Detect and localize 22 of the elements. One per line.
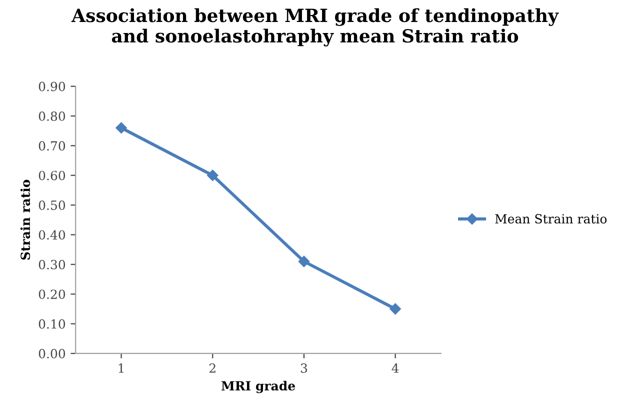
x-axis-title: MRI grade	[222, 380, 296, 394]
legend-label: Mean Strain ratio	[495, 214, 607, 224]
y-tick-label: 0.00	[38, 348, 66, 358]
y-tick-label: 0.10	[38, 319, 66, 329]
y-tick-label: 0.20	[38, 290, 66, 300]
y-tick-label: 0.70	[38, 141, 66, 151]
y-tick-label: 0.30	[38, 260, 66, 270]
y-tick-label: 0.90	[38, 82, 66, 92]
point	[298, 256, 310, 268]
point	[390, 303, 401, 315]
x-tick-label: 3	[300, 363, 308, 373]
point	[207, 170, 218, 181]
point	[116, 122, 127, 134]
x-tick-label: 4	[392, 363, 399, 373]
y-tick-label: 0.80	[38, 111, 66, 121]
chart-title: Association between MRI grade of tendinopathy and sonoelastohraphy mean Strain ratio	[71, 8, 559, 46]
y-tick-label: 0.60	[38, 170, 66, 180]
y-tick-label: 0.50	[38, 200, 66, 210]
x-tick-label: 2	[209, 363, 216, 373]
x-tick-label: 1	[118, 363, 124, 373]
y-axis-title: Strain ratio	[20, 180, 30, 260]
y-tick-label: 0.40	[38, 230, 66, 240]
